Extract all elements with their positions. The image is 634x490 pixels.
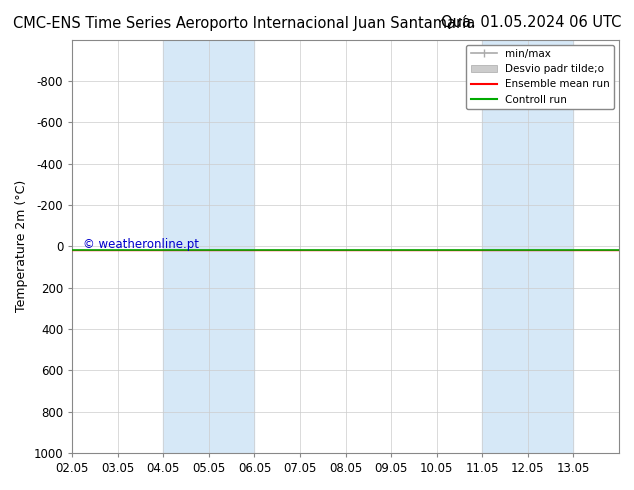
- Text: CMC-ENS Time Series Aeroporto Internacional Juan Santamaría: CMC-ENS Time Series Aeroporto Internacio…: [13, 15, 475, 31]
- Bar: [482, 40, 573, 453]
- Bar: [164, 40, 254, 453]
- Text: © weatheronline.pt: © weatheronline.pt: [83, 238, 199, 251]
- Text: Qua. 01.05.2024 06 UTC: Qua. 01.05.2024 06 UTC: [441, 15, 621, 30]
- Y-axis label: Temperature 2m (°C): Temperature 2m (°C): [15, 180, 28, 312]
- Legend: min/max, Desvio padr tilde;o, Ensemble mean run, Controll run: min/max, Desvio padr tilde;o, Ensemble m…: [467, 45, 614, 109]
